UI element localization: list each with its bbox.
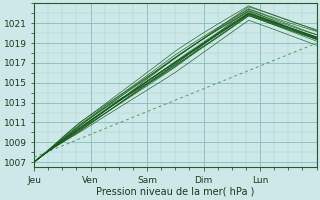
X-axis label: Pression niveau de la mer( hPa ): Pression niveau de la mer( hPa ) bbox=[96, 187, 254, 197]
